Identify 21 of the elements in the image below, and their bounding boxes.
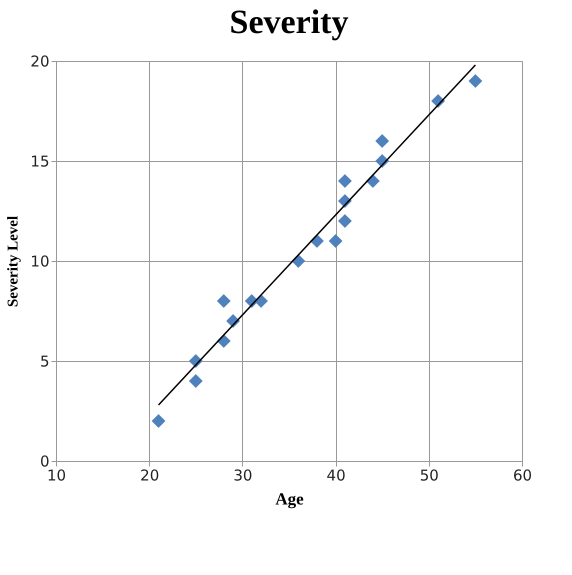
y-tick-label: 15 xyxy=(30,152,50,170)
point xyxy=(338,214,352,228)
y-tick-label: 20 xyxy=(30,52,50,70)
x-tick-label: 60 xyxy=(512,466,532,484)
point xyxy=(328,234,342,248)
chart-title: Severity xyxy=(230,4,348,41)
y-tick-label: 10 xyxy=(30,252,50,270)
y-tick-label: 5 xyxy=(40,352,50,370)
x-tick-label: 40 xyxy=(326,466,346,484)
y-tick-label: 0 xyxy=(40,452,50,470)
point xyxy=(468,74,482,88)
x-tick-label: 20 xyxy=(140,466,160,484)
point xyxy=(375,134,390,148)
x-tick-label: 30 xyxy=(233,466,252,484)
point xyxy=(216,294,231,308)
x-tick-label: 50 xyxy=(420,466,439,484)
x-axis-title: Age xyxy=(275,490,304,508)
point xyxy=(152,414,166,428)
point xyxy=(338,174,352,188)
y-axis-title: Severity Level xyxy=(5,216,22,308)
point xyxy=(188,374,203,388)
